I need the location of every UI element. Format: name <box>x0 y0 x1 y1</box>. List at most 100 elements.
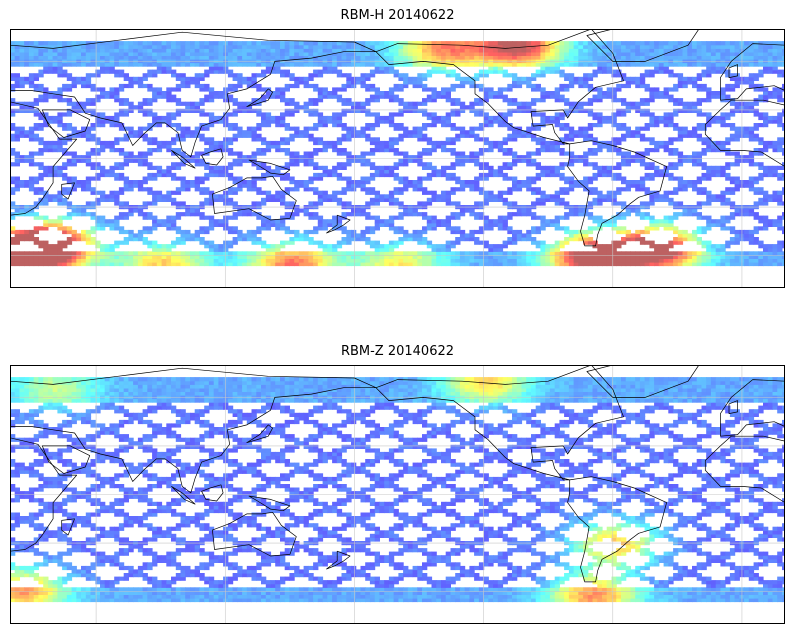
swath-cell <box>474 201 480 206</box>
swath-cell <box>90 176 96 181</box>
swath-cell <box>171 112 177 117</box>
swath-cell <box>625 180 631 185</box>
swath-cell <box>469 158 475 163</box>
swath-cell <box>701 87 707 92</box>
swath-cell <box>706 172 712 178</box>
swath-cell <box>256 123 262 128</box>
swath-cell <box>156 258 163 263</box>
swath-cell <box>137 133 144 138</box>
swath-cell <box>175 240 182 245</box>
swath-cell <box>502 197 508 202</box>
swath-cell <box>692 108 698 113</box>
swath-cell <box>114 73 120 78</box>
swath-cell <box>388 169 395 174</box>
swath-cell <box>587 180 594 185</box>
swath-cell <box>256 187 262 192</box>
swath-cell <box>422 187 428 192</box>
swath-cell <box>734 240 740 245</box>
swath-cell <box>76 183 82 188</box>
swath-cell <box>663 215 669 220</box>
swath-cell <box>142 108 148 113</box>
swath-cell <box>478 162 485 167</box>
swath-cell <box>114 222 120 227</box>
swath-cell <box>663 226 669 231</box>
swath-cell <box>459 105 466 110</box>
swath-cell <box>351 130 357 135</box>
swath-cell <box>673 62 679 67</box>
swath-cell <box>199 212 205 217</box>
swath-cell <box>180 151 186 156</box>
swath-cell <box>497 119 504 124</box>
swath-cell <box>668 165 674 170</box>
swath-cell <box>147 244 153 249</box>
swath-cell <box>407 76 414 81</box>
swath-cell <box>81 237 87 242</box>
swath-cell <box>720 172 726 178</box>
swath-cell <box>57 123 63 128</box>
swath-cell <box>403 229 409 235</box>
swath-cell <box>123 158 129 163</box>
swath-cell <box>317 112 324 117</box>
swath-cell <box>668 162 674 167</box>
swath-cell <box>521 183 527 188</box>
swath-cell <box>109 144 115 149</box>
swath-cell <box>450 240 456 245</box>
swath-cell <box>332 172 338 178</box>
swath-cell <box>573 261 579 267</box>
swath-cell <box>246 158 253 163</box>
swath-cell <box>639 187 646 192</box>
swath-cell <box>284 240 290 245</box>
swath-cell <box>398 83 404 89</box>
swath-cell <box>578 251 584 256</box>
swath-cell <box>535 73 541 78</box>
swath-cell <box>336 112 343 117</box>
swath-cell <box>531 137 537 142</box>
swath-cell <box>313 215 319 220</box>
swath-cell <box>782 148 785 153</box>
swath-cell <box>308 101 314 106</box>
swath-cell <box>43 194 49 199</box>
swath-cell <box>43 219 49 224</box>
swath-cell <box>137 183 144 188</box>
swath-cell <box>180 229 186 235</box>
swath-cell <box>66 251 73 256</box>
swath-cell <box>175 254 182 259</box>
swath-cell <box>639 158 646 163</box>
swath-cell <box>351 76 357 81</box>
swath-cell <box>469 80 475 85</box>
swath-cell <box>171 51 177 56</box>
swath-cell <box>658 261 665 267</box>
swath-cell <box>483 112 489 117</box>
swath-cell <box>332 66 338 71</box>
swath-cell <box>14 58 20 64</box>
swath-cell <box>677 212 684 217</box>
swath-cell <box>133 251 139 256</box>
swath-cell <box>393 58 399 64</box>
swath-cell <box>436 172 442 178</box>
swath-cell <box>289 151 295 156</box>
swath-cell <box>166 254 172 259</box>
swath-cell <box>602 91 608 96</box>
swath-cell <box>654 251 660 256</box>
swath-cell <box>649 190 655 195</box>
swath-cell <box>621 133 627 138</box>
swath-cell <box>90 226 96 231</box>
swath-cell <box>204 137 210 142</box>
swath-cell <box>531 133 537 138</box>
swath-cell <box>152 244 158 249</box>
swath-cell <box>28 258 35 263</box>
swath-cell <box>43 62 49 67</box>
swath-cell <box>758 258 764 263</box>
swath-cell <box>261 115 267 121</box>
swath-cell <box>95 215 101 220</box>
swath-cell <box>71 208 77 213</box>
swath-cell <box>630 183 636 188</box>
swath-cell <box>388 87 395 92</box>
swath-cell <box>256 162 262 167</box>
swath-cell <box>441 244 447 249</box>
swath-cell <box>540 172 546 178</box>
swath-cell <box>677 229 684 235</box>
swath-cell <box>19 126 25 131</box>
swath-cell <box>426 165 433 170</box>
swath-cell <box>332 261 338 267</box>
